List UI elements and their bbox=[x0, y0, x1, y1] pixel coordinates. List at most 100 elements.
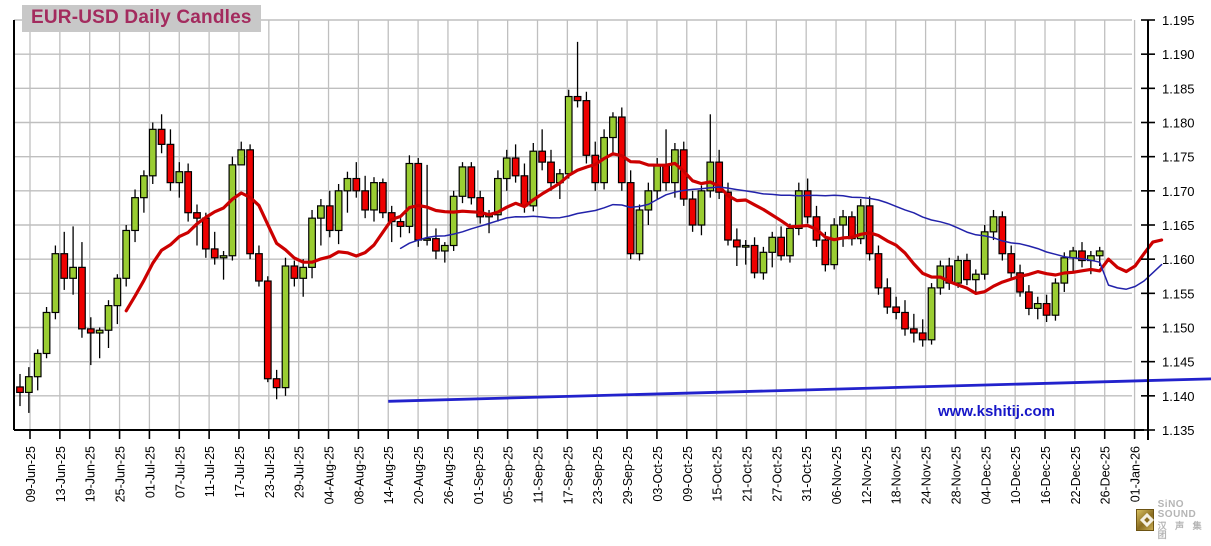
ma-slow-line bbox=[399, 186, 1163, 290]
x-tick-label: 17-Jul-25 bbox=[233, 446, 247, 498]
candle bbox=[290, 260, 299, 287]
candle bbox=[945, 257, 954, 290]
diamond-logo-icon bbox=[1136, 509, 1154, 531]
x-tick-label: 11-Sep-25 bbox=[532, 446, 546, 503]
y-tick-label: 1.185 bbox=[1162, 81, 1195, 96]
y-axis-labels: 1.195 1.190 1.185 1.180 1.175 1.170 1.165 1.160… bbox=[1162, 13, 1195, 438]
watermark-url[interactable]: www.kshitij.com bbox=[938, 403, 1055, 420]
candle bbox=[467, 162, 476, 205]
x-tick-label: 10-Dec-25 bbox=[1009, 446, 1023, 504]
candle bbox=[963, 253, 971, 286]
candle bbox=[423, 164, 431, 246]
x-tick-label: 08-Aug-25 bbox=[352, 446, 366, 504]
brand-logo: SiNO SOUND 汉 声 集 团 bbox=[1136, 500, 1211, 540]
candle bbox=[69, 226, 78, 295]
candle bbox=[591, 141, 600, 191]
candle bbox=[148, 122, 157, 184]
candle bbox=[918, 319, 927, 347]
candle bbox=[971, 269, 980, 295]
candle bbox=[343, 171, 352, 213]
candle bbox=[1007, 245, 1016, 279]
chart-title: EUR-USD Daily Candles bbox=[22, 5, 261, 32]
candle bbox=[715, 149, 724, 200]
x-tick-label: 05-Sep-25 bbox=[502, 446, 516, 504]
x-tick-label: 18-Nov-25 bbox=[890, 446, 904, 504]
candle bbox=[263, 276, 272, 383]
candle bbox=[440, 242, 449, 263]
brand-logo-text: SiNO SOUND 汉 声 集 团 bbox=[1158, 500, 1211, 540]
x-tick-label: 27-Oct-25 bbox=[770, 446, 784, 502]
candle bbox=[812, 205, 821, 247]
candle bbox=[86, 317, 95, 366]
candle bbox=[865, 196, 874, 261]
candle bbox=[299, 259, 308, 297]
candle bbox=[272, 369, 281, 400]
candle bbox=[16, 373, 24, 407]
candle bbox=[113, 274, 122, 325]
y-tick-label: 1.155 bbox=[1162, 286, 1195, 301]
y-tick-label: 1.165 bbox=[1162, 218, 1195, 233]
candle bbox=[856, 199, 865, 245]
candle bbox=[219, 250, 228, 280]
x-tick-label: 04-Dec-25 bbox=[979, 446, 993, 504]
candle bbox=[184, 163, 193, 222]
y-tick-label: 1.180 bbox=[1162, 116, 1195, 131]
x-tick-label: 19-Jun-25 bbox=[84, 446, 98, 502]
candle bbox=[777, 226, 785, 261]
candle bbox=[874, 245, 883, 295]
candle bbox=[883, 278, 892, 314]
x-tick-label: 09-Jun-25 bbox=[24, 446, 38, 502]
candle bbox=[131, 189, 139, 243]
candle bbox=[432, 228, 440, 260]
candle bbox=[892, 296, 901, 320]
x-tick-label: 16-Dec-25 bbox=[1039, 446, 1053, 504]
x-tick-label: 29-Sep-25 bbox=[621, 446, 635, 504]
candle bbox=[609, 112, 617, 156]
x-tick-label: 20-Aug-25 bbox=[412, 446, 426, 504]
candle bbox=[24, 367, 33, 413]
moving-average-lines bbox=[124, 152, 1164, 313]
candle bbox=[210, 231, 219, 265]
candle bbox=[414, 158, 423, 247]
candle bbox=[378, 178, 387, 219]
x-tick-label: 03-Oct-25 bbox=[651, 446, 665, 502]
candle bbox=[246, 144, 255, 260]
candle bbox=[308, 209, 316, 279]
candle bbox=[786, 223, 794, 263]
candle bbox=[255, 245, 263, 287]
candle bbox=[104, 300, 113, 348]
candle bbox=[847, 211, 856, 246]
y-tick-label: 1.190 bbox=[1162, 47, 1195, 62]
candle bbox=[458, 162, 467, 204]
axis-layer bbox=[13, 19, 1155, 440]
y-tick-label: 1.160 bbox=[1162, 252, 1195, 267]
x-tick-label: 09-Oct-25 bbox=[681, 446, 695, 502]
y-tick-label: 1.135 bbox=[1162, 423, 1195, 438]
x-tick-label: 01-Sep-25 bbox=[472, 446, 486, 504]
candle bbox=[830, 218, 839, 270]
candle bbox=[954, 255, 962, 288]
candle bbox=[166, 129, 175, 191]
candle bbox=[732, 228, 741, 266]
y-tick-label: 1.175 bbox=[1162, 150, 1195, 165]
candle bbox=[741, 240, 750, 265]
candle bbox=[122, 225, 131, 287]
x-tick-label: 01-Jan-26 bbox=[1129, 446, 1143, 502]
support-trendline bbox=[388, 377, 1211, 403]
x-tick-label: 11-Jul-25 bbox=[203, 446, 217, 497]
x-tick-label: 26-Dec-25 bbox=[1099, 446, 1113, 504]
candle bbox=[511, 144, 520, 183]
y-tick-label: 1.170 bbox=[1162, 184, 1195, 199]
candle-series bbox=[16, 41, 1104, 413]
x-tick-label: 15-Oct-25 bbox=[711, 446, 725, 502]
candle bbox=[635, 204, 644, 261]
x-tick-label: 04-Aug-25 bbox=[323, 446, 337, 504]
candle bbox=[361, 175, 370, 219]
x-tick-label: 26-Aug-25 bbox=[442, 446, 456, 504]
x-tick-label: 17-Sep-25 bbox=[561, 446, 575, 504]
candle bbox=[839, 209, 847, 247]
candle bbox=[140, 170, 148, 213]
candle bbox=[564, 89, 573, 179]
candle bbox=[989, 209, 998, 241]
candle bbox=[1033, 296, 1042, 320]
